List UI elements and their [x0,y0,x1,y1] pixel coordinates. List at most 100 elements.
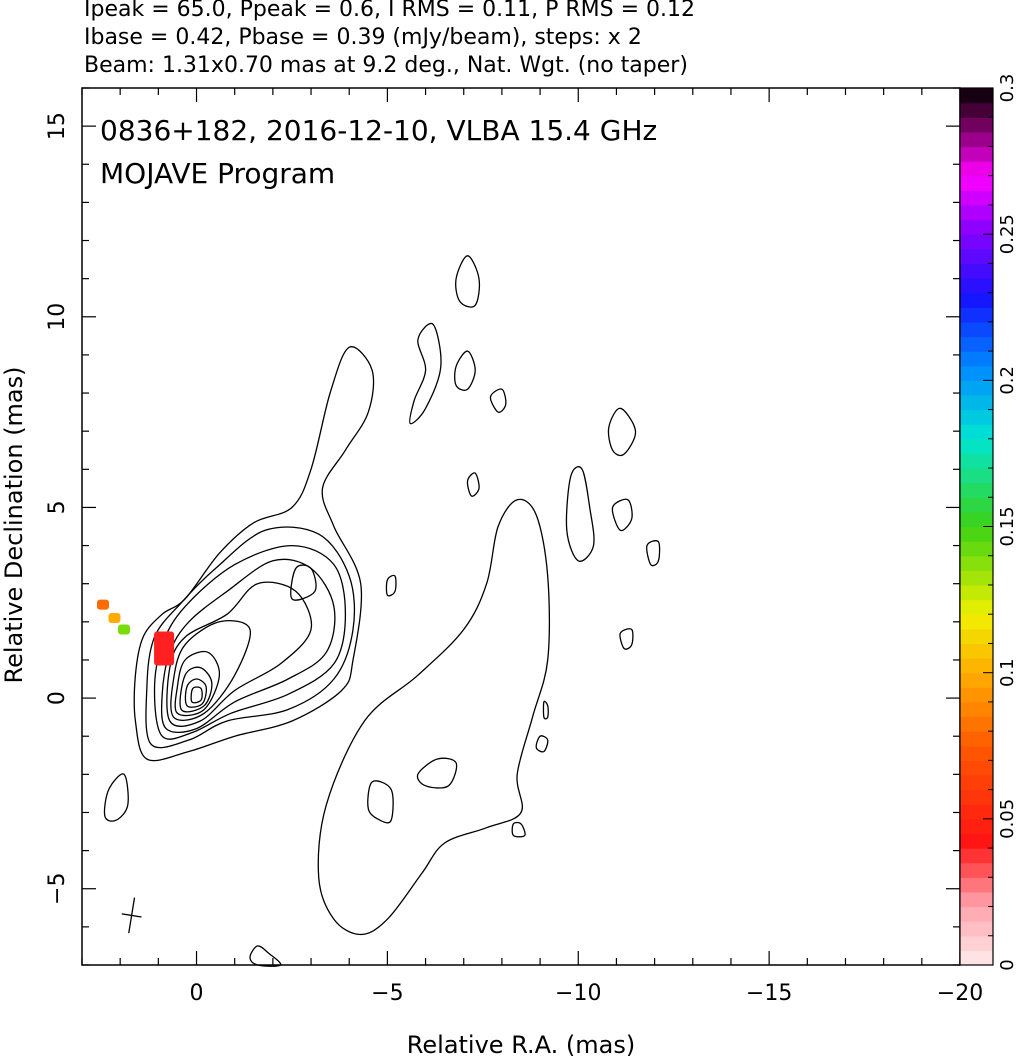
contour-blob-1.5 [619,628,634,650]
colorbar-tick-label: 0.2 [997,366,1018,395]
colorbar-tick-label: 0.05 [997,799,1018,839]
colorbar-band [960,599,993,615]
header-line-2: Ibase = 0.42, Pbase = 0.39 (mJy/beam), s… [84,25,642,50]
colorbar-tick-label: 0.25 [997,214,1018,254]
colorbar-band [960,424,993,440]
contour-blob-9 [409,322,442,425]
colorbar-band [960,760,993,776]
x-tick-label: −10 [555,981,601,1006]
colorbar-band [960,88,993,104]
contour-contour-11 [290,564,317,601]
axes: 0 −5 −10 −15 −20 −5 0 5 10 15 [45,87,983,1006]
colorbar-band [960,745,993,761]
plot-frame [81,87,961,966]
colorbar-band [960,219,993,235]
colorbar-band [960,818,993,835]
colorbar-band [960,336,993,352]
green-patch [117,624,130,635]
contour-blob-minus3 [367,780,394,824]
colorbar-band [960,555,993,571]
contour-blob-bottom [249,945,282,967]
colorbar-band [960,672,993,688]
contour-outer-jet [133,346,375,762]
y-tick-label: 10 [45,303,70,331]
colorbar-band [960,891,993,908]
colorbar-band [960,526,993,542]
colorbar-band [960,877,993,893]
y-tick-label: −5 [45,873,70,905]
colorbar-band [960,131,993,148]
colorbar-band [960,643,993,659]
red-patch [154,631,175,666]
colorbar-band [960,628,993,645]
colorbar-band [960,482,993,498]
x-tick-label: −15 [746,981,792,1006]
colorbar-band [960,365,993,381]
x-tick-label: −5 [371,981,403,1006]
colorbar-band [960,833,993,849]
colorbar-band [960,248,993,264]
y-tick-label: 15 [45,112,70,140]
contour-blob-minus0.3 [542,700,549,720]
y-tick-label: 5 [45,500,70,514]
contour-contour-7 [174,650,221,717]
colorbar-band [960,848,993,864]
contour-blob-left [103,773,129,822]
colorbar-band [960,511,993,528]
colorbar-band [960,774,993,791]
colorbar-band [960,292,993,308]
colorbar-band [960,351,993,367]
colorbar-band [960,161,993,177]
contour-blob-3 [385,574,397,597]
colorbar-band [960,438,993,455]
contour-extended-jet [317,498,551,936]
contour-blob-5.5 [565,466,595,562]
colorbar-band [960,307,993,323]
colorbar-tick-label: 0.3 [997,74,1018,103]
beam-cross [121,897,142,934]
colorbar-tick-label: 0.1 [997,658,1018,687]
contour-contour-10 [190,686,203,704]
colorbar-band [960,453,993,469]
annotation-source: 0836+182, 2016-12-10, VLBA 15.4 GHz [100,114,657,147]
colorbar-band [960,102,993,118]
colorbar-band [960,409,993,425]
contour-contour-6 [170,620,252,721]
y-axis-title: Relative Declination (mas) [0,366,28,683]
colorbar-band [960,146,993,162]
colorbar-band [960,497,993,513]
colorbar-band [960,658,993,674]
colorbar-band [960,117,993,133]
contour-blob-5 [611,498,633,532]
contour-blob-minus2 [416,757,458,789]
contour-blob-minus3.3 [511,821,526,838]
colorbar-band [960,278,993,294]
colorbar-tick-label: 0.15 [997,506,1018,546]
colorbar-band [960,234,993,250]
colorbar-band [960,394,993,411]
x-axis-title: Relative R.A. (mas) [407,1031,635,1059]
contour-contour-3 [153,544,347,740]
contour-blob-9b [454,350,476,391]
colorbar-band [960,380,993,396]
x-tick-label: −20 [937,981,983,1006]
y-tick-label: 0 [45,691,70,705]
colorbar-band [960,862,993,878]
colorbar-band [960,468,993,484]
colorbar-band [960,190,993,206]
colorbar-band [960,935,993,951]
polarization-patches [96,599,175,666]
contour-blob-3.8 [646,540,661,567]
header-line-1: Ipeak = 65.0, Ppeak = 0.6, I RMS = 0.11,… [84,0,695,22]
colorbar-band [960,921,993,937]
colorbar-band [960,321,993,338]
contour-blob-8 [489,388,507,413]
contour-contour-9 [184,678,207,708]
yellow-patch [108,613,121,624]
annotation-program: MOJAVE Program [100,157,335,190]
contour-blob-7 [607,407,637,457]
colorbar-tick-label: 0 [997,959,1018,970]
contour-blob-11 [455,255,481,308]
x-tick-label: 0 [190,981,204,1006]
